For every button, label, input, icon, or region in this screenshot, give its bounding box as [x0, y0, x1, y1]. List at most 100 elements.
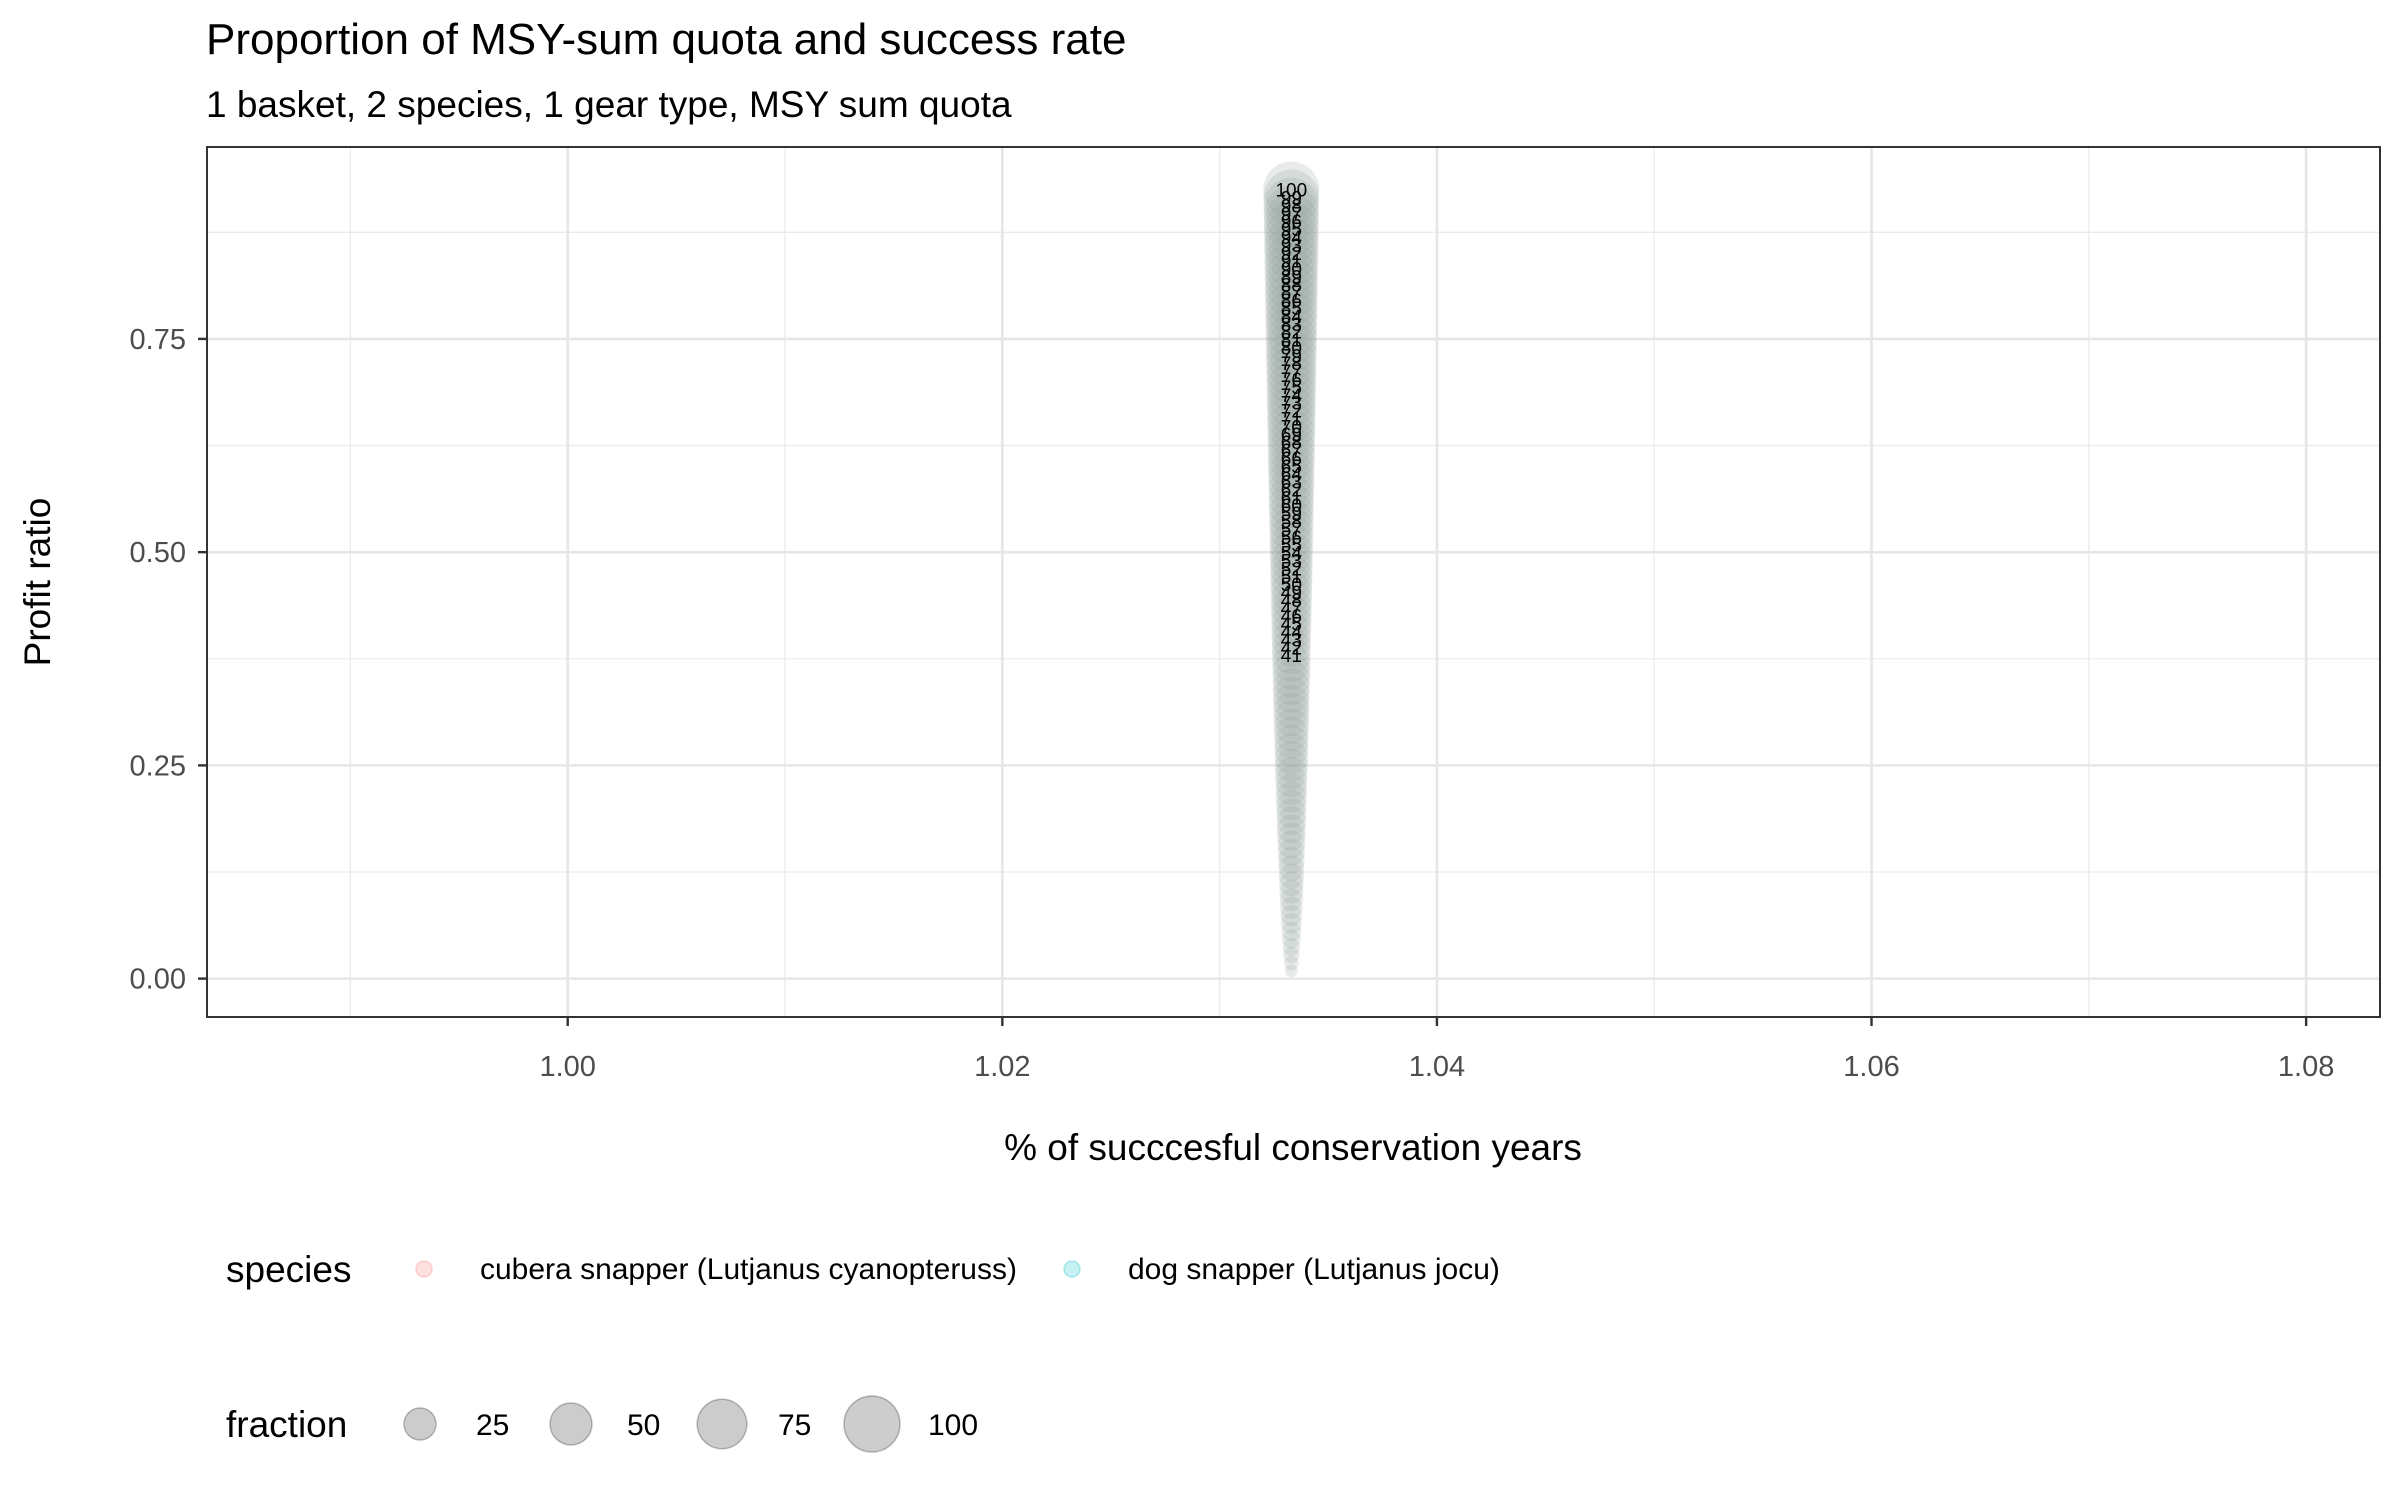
point-fraction-13: [1278, 863, 1304, 889]
point-fraction-29: [1274, 732, 1309, 767]
legend-fraction: fraction 25 50 75 100: [226, 1395, 978, 1453]
point-fraction-100: [1263, 161, 1320, 218]
point-fraction-47: [1270, 587, 1312, 629]
point-label-60: 60: [1281, 496, 1302, 517]
point-fraction-57: [1269, 506, 1314, 552]
legend-species-label-0: cubera snapper (Lutjanus cyanopteruss): [480, 1253, 1017, 1286]
point-fraction-32: [1273, 708, 1309, 744]
y-axis: 0.00 0.25 0.50 0.75: [130, 324, 207, 996]
point-fraction-7: [1280, 913, 1302, 934]
point-fraction-36: [1272, 676, 1310, 713]
point-fraction-54: [1269, 530, 1313, 575]
legend-species-label-1: dog snapper (Lutjanus jocu): [1128, 1253, 1500, 1286]
y-axis-title: Profit ratio: [17, 498, 58, 667]
point-label-82: 82: [1281, 323, 1302, 344]
point-fraction-52: [1270, 547, 1313, 590]
point-fraction-46: [1271, 595, 1312, 636]
point-label-70: 70: [1281, 417, 1302, 438]
point-fraction-10: [1279, 888, 1303, 912]
point-label-46: 46: [1281, 607, 1302, 628]
point-fraction-34: [1273, 692, 1310, 729]
point-fraction-60: [1268, 482, 1314, 528]
legend-species-key-1: [1063, 1260, 1081, 1278]
point-fraction-21: [1276, 797, 1307, 828]
plot-border: [206, 146, 2381, 1018]
point-label-64: 64: [1281, 465, 1303, 486]
point-fraction-81: [1265, 313, 1317, 366]
point-fraction-2: [1283, 955, 1299, 971]
point-fraction-49: [1270, 571, 1313, 613]
point-label-98: 98: [1281, 196, 1302, 217]
point-label-47: 47: [1281, 599, 1302, 620]
point-label-54: 54: [1281, 544, 1303, 565]
point-fraction-30: [1274, 724, 1309, 760]
point-fraction-87: [1264, 265, 1318, 319]
y-tick-label: 0.25: [130, 750, 186, 782]
point-fraction-98: [1263, 177, 1320, 234]
point-label-83: 83: [1281, 315, 1302, 336]
point-label-76: 76: [1281, 370, 1302, 391]
point-fraction-50: [1270, 563, 1313, 606]
legend-fraction-label-75: 75: [778, 1409, 811, 1442]
point-label-62: 62: [1281, 480, 1302, 501]
point-label-49: 49: [1281, 583, 1302, 604]
point-label-99: 99: [1281, 189, 1302, 210]
point-fraction-63: [1268, 458, 1315, 505]
point-label-69: 69: [1281, 425, 1302, 446]
point-label-59: 59: [1281, 504, 1302, 525]
point-fraction-73: [1266, 378, 1316, 428]
point-fraction-99: [1263, 169, 1320, 226]
point-label-77: 77: [1281, 362, 1302, 383]
point-fraction-1: [1284, 964, 1298, 978]
point-fraction-45: [1271, 603, 1312, 644]
point-fraction-14: [1278, 855, 1305, 882]
point-fraction-5: [1281, 929, 1301, 949]
point-label-78: 78: [1281, 354, 1302, 375]
point-fraction-86: [1265, 273, 1318, 327]
point-fraction-95: [1263, 201, 1319, 257]
point-fraction-67: [1267, 426, 1315, 474]
point-fraction-62: [1268, 466, 1315, 513]
points: [1263, 161, 1320, 978]
point-fraction-75: [1266, 362, 1317, 412]
point-label-63: 63: [1281, 473, 1302, 494]
point-labels: 4142434445464748495051525354555657585960…: [1275, 181, 1307, 667]
point-label-65: 65: [1281, 457, 1302, 478]
point-label-79: 79: [1281, 346, 1302, 367]
point-fraction-72: [1266, 386, 1316, 435]
point-fraction-88: [1264, 257, 1318, 311]
legend-fraction-label-50: 50: [627, 1409, 660, 1442]
point-label-51: 51: [1281, 567, 1302, 588]
point-fraction-37: [1272, 668, 1310, 706]
point-fraction-23: [1275, 781, 1307, 813]
point-fraction-79: [1265, 329, 1317, 381]
point-fraction-11: [1279, 879, 1304, 904]
grid-major: [207, 147, 2380, 1017]
point-label-88: 88: [1281, 275, 1302, 296]
x-tick-label: 1.00: [539, 1051, 595, 1083]
point-label-94: 94: [1281, 228, 1303, 249]
point-fraction-25: [1275, 765, 1308, 798]
point-fraction-92: [1264, 225, 1319, 280]
point-fraction-18: [1277, 822, 1306, 851]
point-fraction-20: [1276, 806, 1307, 836]
point-label-96: 96: [1281, 212, 1302, 233]
point-fraction-80: [1265, 321, 1317, 373]
point-label-67: 67: [1281, 441, 1302, 462]
x-tick-label: 1.06: [1843, 1051, 1899, 1083]
y-tick-label: 0.50: [130, 537, 186, 569]
point-fraction-56: [1269, 514, 1314, 559]
point-fraction-3: [1283, 946, 1300, 964]
point-label-55: 55: [1281, 536, 1302, 557]
point-label-73: 73: [1281, 394, 1302, 415]
point-label-45: 45: [1281, 615, 1302, 636]
point-fraction-17: [1277, 830, 1306, 859]
point-label-81: 81: [1281, 331, 1302, 352]
point-fraction-28: [1274, 741, 1309, 775]
point-fraction-91: [1264, 233, 1319, 288]
point-fraction-9: [1280, 896, 1303, 919]
point-label-57: 57: [1281, 520, 1302, 541]
point-fraction-35: [1273, 684, 1310, 721]
point-fraction-33: [1273, 700, 1310, 737]
point-label-56: 56: [1281, 528, 1302, 549]
